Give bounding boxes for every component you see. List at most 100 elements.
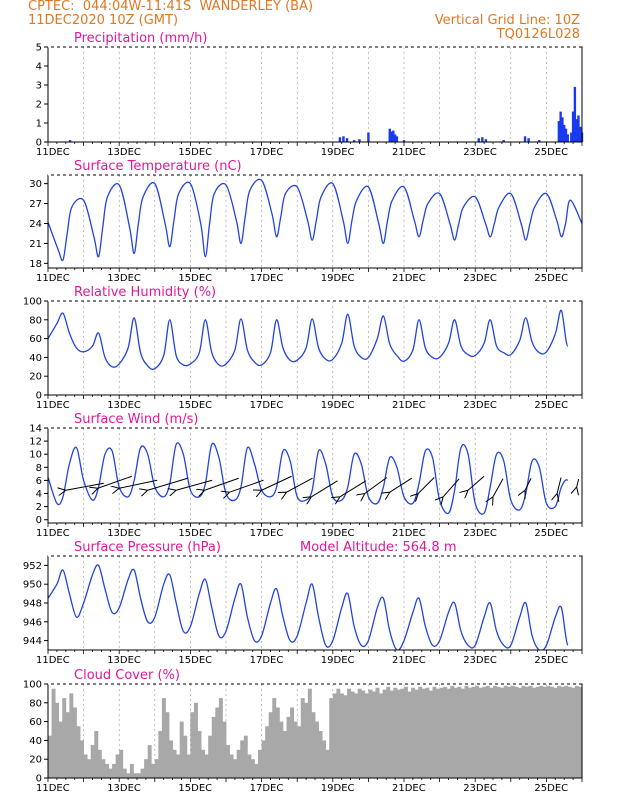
cloud-bar: [233, 759, 238, 778]
wind-arrow: [176, 479, 213, 490]
panel-precip: Precipitation (mm/h) 0 1 2 3 4 5 11DEC 13DEC 15DE…: [36, 31, 584, 158]
y-tick-label: 8: [36, 463, 42, 474]
precip-bar: [527, 138, 530, 142]
cloud-bar: [539, 685, 544, 778]
cloud-bar: [411, 687, 416, 778]
y-tick-label: 950: [23, 580, 42, 591]
cloud-bar: [236, 749, 241, 778]
cloud-bar: [439, 687, 444, 778]
panel-title-temp: Surface Temperature (nC): [74, 159, 242, 174]
cloud-bar: [211, 716, 216, 778]
date-tick-label: 13DEC: [107, 528, 141, 539]
cloud-bar: [574, 685, 579, 778]
wind-arrow: [418, 477, 435, 494]
y-tick-label: 27: [29, 199, 42, 210]
series-line-pres: [48, 564, 569, 650]
cloud-bar: [382, 689, 387, 778]
cloud-bar: [507, 686, 512, 778]
y-tick-label: 100: [23, 680, 42, 691]
wind-arrow: [390, 477, 413, 492]
cloud-bar: [158, 731, 163, 778]
cloud-bar: [446, 688, 451, 778]
panel-wind: Surface Wind (m/s) 0 2 4 6 8 10 12 14 11DEC 13DEC 1…: [29, 412, 583, 539]
cloud-bar: [564, 685, 569, 778]
wind-arrow: [119, 479, 158, 488]
precip-bar: [481, 137, 484, 142]
cloud-bar: [94, 731, 99, 778]
cloud-bar: [186, 754, 191, 778]
panel-frame: [47, 46, 583, 143]
cloud-bar: [108, 768, 113, 778]
cloud-bar: [485, 685, 490, 778]
cloud-bar: [396, 689, 401, 778]
cloud-bar: [83, 754, 88, 778]
cloud-bar: [510, 685, 515, 778]
date-tick-label: 19DEC: [321, 528, 355, 539]
panel-title-pres: Surface Pressure (hPa): [74, 540, 221, 555]
precip-bar: [575, 119, 578, 142]
cloud-bar: [293, 721, 298, 778]
cloud-bar: [393, 687, 398, 778]
cloud-bar: [379, 693, 384, 778]
wind-arrow: [557, 477, 562, 494]
date-tick-label: 21DEC: [392, 147, 426, 158]
cloud-bar: [496, 686, 501, 778]
cloud-bar: [357, 688, 362, 778]
y-tick-label: 0: [36, 391, 42, 402]
cloud-bar: [104, 763, 109, 778]
wind-arrow: [493, 478, 504, 497]
y-tick-label: 952: [23, 561, 42, 572]
cloud-bar: [471, 686, 476, 778]
cloud-bar: [315, 721, 319, 778]
cloud-bar: [268, 712, 273, 778]
y-tick-label: 1: [36, 119, 42, 130]
precip-bar: [352, 140, 356, 142]
cloud-bar: [229, 754, 234, 778]
cloud-bar: [457, 686, 462, 778]
precip-bar: [68, 140, 72, 142]
date-tick-label: 17DEC: [250, 273, 284, 284]
cloud-bar: [549, 686, 554, 778]
cloud-bar: [354, 693, 359, 778]
y-tick-label: 2: [36, 502, 42, 513]
cloud-bar: [204, 754, 209, 778]
date-tick-label: 13DEC: [107, 400, 141, 411]
date-tick-label: 21DEC: [392, 528, 426, 539]
cloud-bar: [364, 693, 369, 778]
cloud-bar: [503, 685, 508, 778]
precip-bar: [564, 128, 568, 142]
precip-bar: [392, 130, 395, 142]
panel-title-wind: Surface Wind (m/s): [74, 412, 198, 427]
cloud-bar: [361, 690, 366, 778]
cloud-bar: [567, 686, 572, 778]
y-tick-label: 80: [29, 315, 42, 326]
date-tick-label: 15DEC: [178, 783, 212, 794]
cloud-bar: [428, 690, 433, 778]
y-tick-label: 944: [23, 636, 42, 647]
cloud-bar: [51, 688, 56, 778]
cloud-bar: [322, 740, 327, 778]
cloud-bar: [350, 691, 355, 778]
date-tick-label: 11DEC: [36, 528, 70, 539]
date-tick-label: 23DEC: [463, 528, 497, 539]
cloud-bar: [304, 702, 309, 778]
cloud-bar: [179, 721, 184, 778]
y-tick-label: 40: [29, 736, 42, 747]
cloud-bar: [90, 745, 95, 778]
cloud-bar: [318, 731, 323, 778]
y-tick-label: 948: [23, 599, 42, 610]
cloud-bar: [169, 740, 173, 778]
cloud-bar: [240, 740, 245, 778]
date-tick-label: 25DEC: [534, 783, 568, 794]
cloud-bar: [126, 773, 131, 778]
cloud-bar: [542, 686, 547, 778]
cloud-bar: [286, 716, 291, 778]
cloud-bar: [307, 688, 312, 778]
cloud-bar: [119, 749, 124, 778]
y-tick-label: 12: [29, 437, 42, 448]
cloud-bar: [450, 685, 455, 778]
cloud-bar: [151, 763, 156, 778]
cloud-bar: [578, 686, 583, 778]
precip-bar: [538, 140, 541, 142]
date-tick-label: 15DEC: [178, 655, 212, 666]
